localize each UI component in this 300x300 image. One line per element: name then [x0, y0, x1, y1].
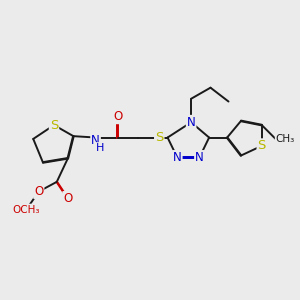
Text: O: O	[63, 192, 73, 205]
Text: N: N	[195, 151, 204, 164]
Text: S: S	[258, 139, 266, 152]
Text: N: N	[173, 151, 182, 164]
Text: N: N	[187, 116, 196, 129]
Text: O: O	[113, 110, 122, 123]
Text: O: O	[34, 185, 44, 198]
Text: OCH₃: OCH₃	[13, 205, 40, 214]
Text: S: S	[155, 131, 164, 144]
Text: CH₃: CH₃	[276, 134, 295, 144]
Text: N: N	[91, 134, 100, 147]
Text: H: H	[96, 143, 105, 153]
Text: S: S	[50, 118, 58, 132]
